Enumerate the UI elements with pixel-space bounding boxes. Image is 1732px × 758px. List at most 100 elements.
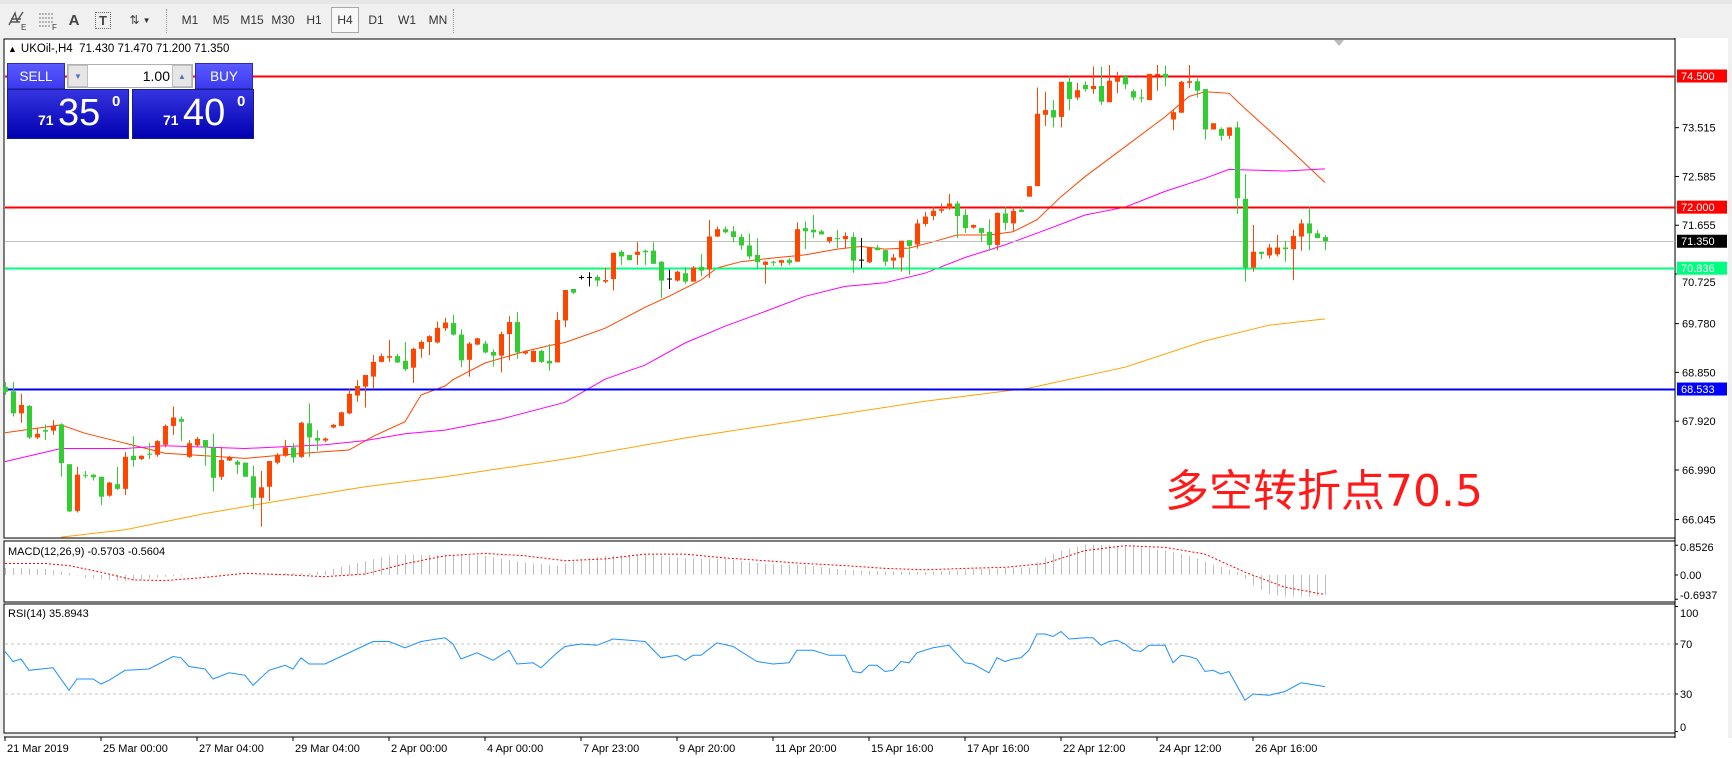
- price-tick-label: 70.725: [1682, 277, 1716, 289]
- candle-body: [187, 443, 192, 457]
- candle-body: [1115, 77, 1120, 82]
- candle: [211, 433, 216, 492]
- candle-body: [979, 228, 984, 233]
- timeframe-m5[interactable]: M5: [212, 13, 230, 27]
- candle-body: [219, 460, 224, 477]
- candle-body: [1307, 223, 1312, 234]
- candle-body: [643, 250, 648, 253]
- candle: [235, 460, 240, 475]
- candle-body: [291, 447, 296, 458]
- timeframe-w1[interactable]: W1: [398, 13, 416, 27]
- text-icon[interactable]: A: [68, 11, 80, 29]
- candle: [67, 464, 72, 512]
- candle-body: [555, 319, 560, 363]
- price-tag-70.836: [1677, 261, 1727, 275]
- text-label-icon[interactable]: T: [90, 7, 116, 33]
- candle: [3, 381, 8, 395]
- candle-body: [51, 425, 56, 431]
- candle-body: [851, 237, 856, 261]
- candle: [715, 226, 720, 238]
- candle-body: [819, 231, 824, 235]
- macd-panel[interactable]: [3, 540, 1676, 603]
- candle: [851, 232, 856, 273]
- sell-price-box[interactable]: 71 35 0: [7, 89, 129, 139]
- candle: [1083, 81, 1088, 92]
- candle: [387, 339, 392, 362]
- candle-body: [67, 464, 72, 512]
- timeframe-m15[interactable]: M15: [240, 13, 264, 27]
- candle: [747, 233, 752, 260]
- candle: [1219, 127, 1224, 141]
- increase-lot-button[interactable]: ▲: [172, 65, 192, 87]
- candle-body: [539, 350, 544, 362]
- candle: [451, 314, 456, 336]
- candle-body: [259, 487, 264, 498]
- candle: [19, 393, 24, 423]
- chart-annotation-text[interactable]: 多空转折点70.5: [1165, 466, 1483, 517]
- time-axis[interactable]: [0, 738, 1732, 758]
- candle: [155, 440, 160, 457]
- candle-body: [523, 351, 528, 354]
- buy-button[interactable]: BUY: [195, 63, 253, 89]
- rsi-panel[interactable]: [3, 603, 1676, 734]
- moving-average-line-3: [60, 318, 1326, 538]
- candle-body: [227, 456, 232, 461]
- candle: [371, 355, 376, 390]
- candle: [539, 349, 544, 363]
- candle-body: [59, 424, 64, 464]
- price-tag-label: 72.000: [1681, 202, 1715, 214]
- candle: [123, 452, 128, 496]
- toolbar: E F A T ⇅ ▼ M1 M5 M15 M30 H1 H4 D1 W1 MN: [0, 4, 1732, 37]
- candle: [827, 237, 832, 244]
- timeframe-m1[interactable]: M1: [181, 13, 199, 27]
- buy-price-box[interactable]: 71 40 0: [132, 89, 254, 139]
- candle: [355, 380, 360, 402]
- candle: [283, 440, 288, 457]
- candle: [1227, 127, 1232, 139]
- candle: [731, 226, 736, 243]
- candle: [1035, 87, 1040, 187]
- candle: [299, 421, 304, 458]
- lot-size-stepper[interactable]: ▼ 1.00 ▲: [67, 64, 193, 88]
- candle: [395, 354, 400, 363]
- candle-body: [483, 343, 488, 353]
- candle: [1011, 207, 1016, 231]
- candle-body: [1315, 233, 1320, 239]
- collapse-triangle-icon[interactable]: ▲: [8, 44, 17, 54]
- elliott-wave-icon[interactable]: E: [4, 7, 32, 33]
- arrows-dropdown[interactable]: ⇅ ▼: [120, 7, 160, 33]
- candle: [483, 340, 488, 354]
- candle-body: [275, 454, 280, 463]
- ohlc-values: 71.430 71.470 71.200 71.350: [79, 43, 230, 55]
- lot-size-input[interactable]: 1.00: [142, 68, 170, 84]
- timeframe-mn[interactable]: MN: [428, 13, 448, 27]
- chart-shift-marker-icon[interactable]: [1334, 40, 1344, 46]
- candle-body: [1251, 251, 1256, 268]
- candle-body: [1011, 210, 1016, 224]
- candle: [363, 375, 368, 408]
- timeframe-m30[interactable]: M30: [271, 13, 295, 27]
- candle-body: [83, 475, 88, 477]
- candle: [675, 270, 680, 282]
- candle-body: [387, 356, 392, 358]
- candle-body: [403, 360, 408, 370]
- candle-body: [19, 404, 24, 414]
- candle-body: [1227, 127, 1232, 136]
- candle: [59, 423, 64, 477]
- fibonacci-lines-icon[interactable]: F: [34, 7, 62, 33]
- timeframe-d1[interactable]: D1: [368, 13, 384, 27]
- sell-price-fraction: 0: [112, 93, 121, 110]
- candle-body: [883, 250, 888, 262]
- timeframe-h4[interactable]: H4: [331, 7, 359, 33]
- rsi-tick-label: 0: [1680, 722, 1686, 734]
- candle-body: [611, 252, 616, 280]
- candle: [219, 446, 224, 480]
- candle-body: [907, 240, 912, 246]
- candle: [1275, 234, 1280, 257]
- candle: [1299, 219, 1304, 251]
- candle-body: [963, 215, 968, 229]
- decrease-lot-button[interactable]: ▼: [68, 65, 88, 87]
- timeframe-h1[interactable]: H1: [306, 13, 322, 27]
- sell-button[interactable]: SELL: [7, 63, 65, 89]
